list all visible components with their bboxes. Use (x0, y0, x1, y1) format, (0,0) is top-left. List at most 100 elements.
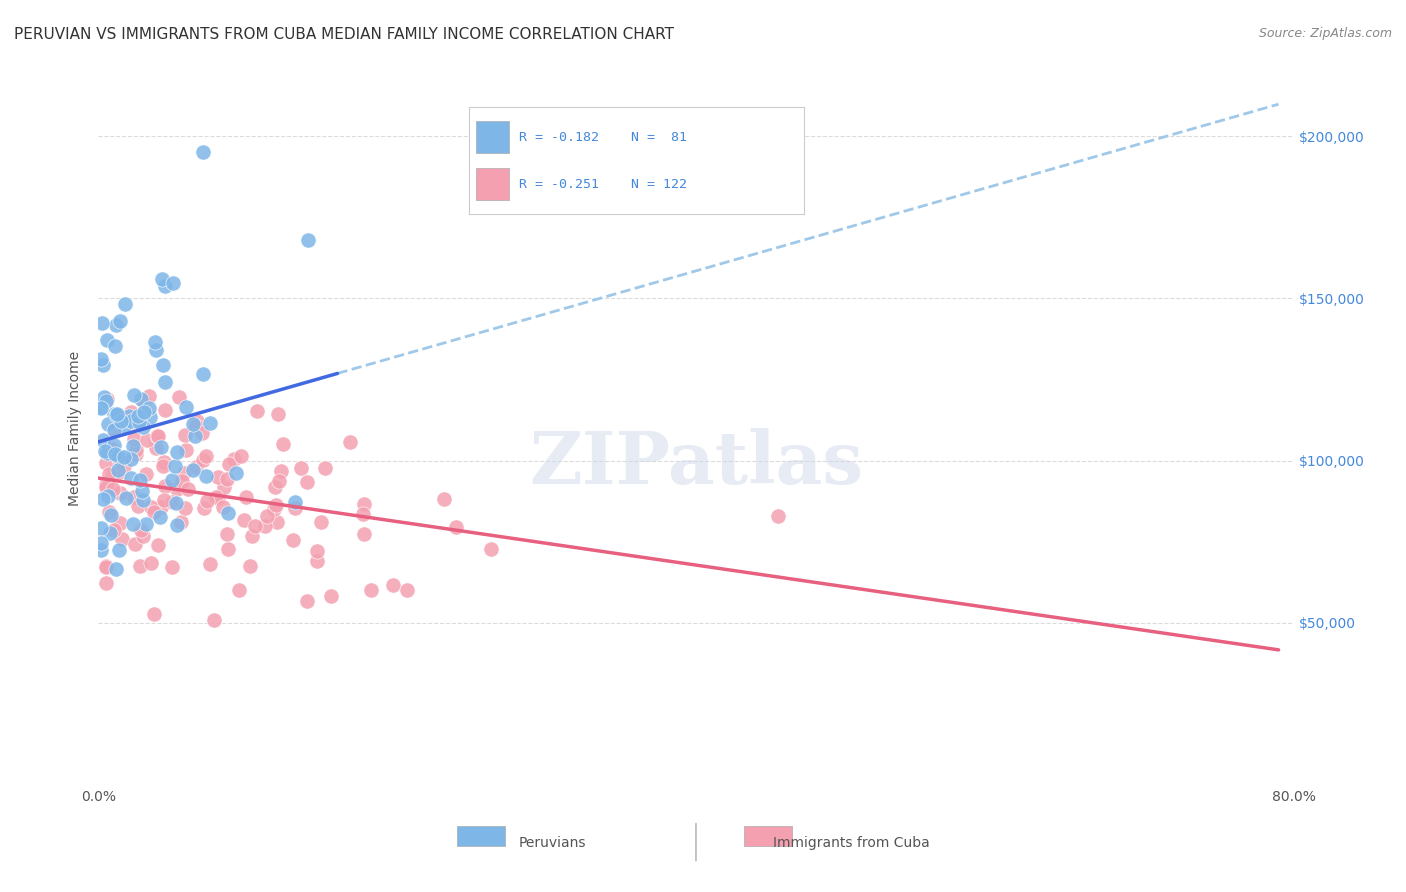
Point (271, 437, 294, 451)
Point (145, 428, 167, 442)
Point (232, 513, 254, 527)
Point (360, 582, 382, 597)
Point (139, 409, 162, 424)
Point (120, 471, 142, 485)
Point (194, 449, 217, 463)
Point (321, 589, 343, 603)
Point (160, 495, 183, 509)
Point (173, 466, 195, 480)
Point (264, 499, 287, 513)
Point (104, 424, 127, 438)
Point (181, 462, 204, 476)
Point (143, 432, 166, 446)
Point (170, 475, 193, 489)
Point (105, 408, 128, 422)
Point (314, 461, 336, 475)
Point (200, 557, 222, 571)
Point (121, 516, 143, 531)
Point (135, 433, 157, 447)
Point (134, 395, 156, 409)
Point (103, 467, 125, 481)
Point (108, 543, 131, 558)
Point (305, 544, 328, 558)
Point (207, 470, 229, 484)
Point (129, 523, 152, 537)
Point (191, 453, 214, 467)
Point (108, 451, 131, 466)
Point (122, 387, 145, 401)
Point (91, 316, 114, 330)
Point (290, 461, 312, 475)
Point (103, 482, 125, 496)
Point (97, 489, 120, 503)
Point (96, 446, 118, 460)
Point (166, 518, 188, 533)
Point (94, 479, 117, 493)
Point (91, 359, 114, 373)
Point (121, 414, 143, 428)
Text: PERUVIAN VS IMMIGRANTS FROM CUBA MEDIAN FAMILY INCOME CORRELATION CHART: PERUVIAN VS IMMIGRANTS FROM CUBA MEDIAN … (14, 27, 673, 42)
Point (98, 526, 121, 541)
Point (195, 494, 218, 508)
Point (152, 459, 174, 474)
Point (105, 562, 128, 576)
Point (110, 414, 132, 428)
Point (191, 425, 214, 440)
Point (153, 402, 176, 417)
Point (132, 529, 155, 543)
Point (107, 407, 129, 421)
Point (295, 475, 318, 490)
Point (91, 433, 114, 447)
Point (90, 400, 112, 414)
Point (352, 508, 374, 522)
Point (256, 508, 278, 523)
Point (381, 578, 404, 592)
Point (396, 582, 419, 597)
Point (166, 482, 188, 496)
Point (132, 493, 155, 508)
Point (100, 508, 122, 522)
Point (131, 420, 153, 434)
Point (307, 554, 329, 568)
Point (139, 556, 162, 570)
Point (91, 492, 114, 507)
Point (104, 318, 127, 333)
Point (112, 450, 135, 465)
Point (143, 607, 166, 622)
Point (132, 405, 155, 419)
Point (127, 409, 149, 424)
Point (444, 520, 467, 534)
Point (353, 497, 375, 511)
Point (174, 442, 197, 457)
Point (94, 476, 117, 491)
Point (139, 500, 162, 514)
Point (166, 445, 188, 459)
Point (107, 463, 129, 477)
Point (103, 523, 125, 537)
Point (766, 508, 789, 523)
Point (173, 428, 195, 442)
Point (104, 447, 127, 461)
Point (202, 613, 225, 627)
Point (107, 465, 129, 479)
Point (118, 409, 141, 423)
Point (129, 392, 152, 406)
Point (111, 532, 134, 546)
Point (266, 515, 288, 529)
Point (97, 417, 120, 431)
Point (96, 392, 118, 406)
Point (103, 407, 125, 421)
Point (124, 537, 146, 551)
Point (153, 279, 176, 293)
Point (125, 417, 148, 431)
Point (183, 417, 205, 432)
Point (94, 443, 117, 458)
Point (104, 339, 127, 353)
Point (150, 440, 173, 454)
Point (143, 334, 166, 349)
Point (153, 455, 176, 469)
Point (191, 145, 214, 160)
Point (90, 521, 112, 535)
Point (97, 467, 120, 482)
Point (186, 414, 208, 428)
